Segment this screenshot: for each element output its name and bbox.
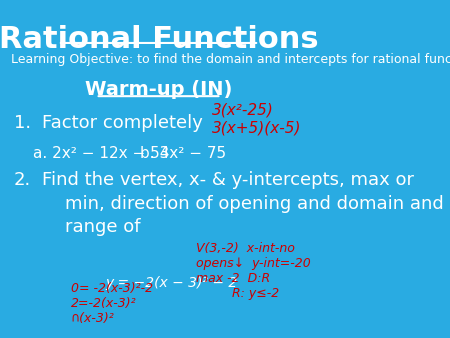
Text: b. 3x² − 75: b. 3x² − 75: [140, 146, 226, 161]
Text: y = −2(x − 3)² − 2: y = −2(x − 3)² − 2: [105, 276, 237, 290]
Text: Factor completely: Factor completely: [42, 115, 203, 132]
Text: Warm-up (IN): Warm-up (IN): [85, 79, 232, 99]
Text: Rational Functions: Rational Functions: [0, 25, 318, 54]
Text: 2.: 2.: [14, 171, 31, 189]
Text: Learning Objective: to find the domain and intercepts for rational functions: Learning Objective: to find the domain a…: [11, 53, 450, 66]
Text: V(3,-2)  x-int-no
opens↓  y-int=-20
max -2  D:R
         R: y≤-2: V(3,-2) x-int-no opens↓ y-int=-20 max -2…: [196, 242, 311, 300]
Text: 1.: 1.: [14, 115, 31, 132]
Text: Find the vertex, x- & y-intercepts, max or
    min, direction of opening and dom: Find the vertex, x- & y-intercepts, max …: [42, 171, 444, 236]
Text: 0= -2(x-3)²-2
2=-2(x-3)²
∩(x-3)²: 0= -2(x-3)²-2 2=-2(x-3)² ∩(x-3)²: [71, 283, 153, 325]
Text: 3(x²-25)
3(x+5)(x-5): 3(x²-25) 3(x+5)(x-5): [212, 103, 302, 135]
Text: a. 2x² − 12x − 54: a. 2x² − 12x − 54: [33, 146, 169, 161]
